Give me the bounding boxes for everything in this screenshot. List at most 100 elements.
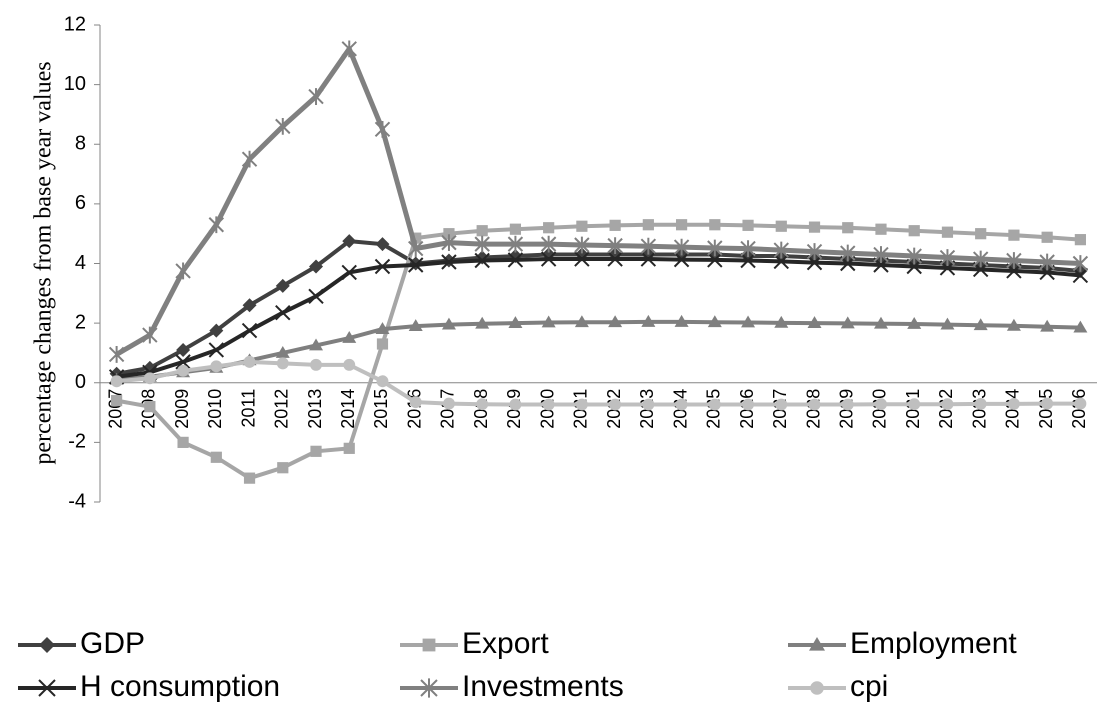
legend-label: H consumption: [80, 670, 280, 702]
x-tick-label: 2012: [272, 389, 292, 429]
marker: [210, 360, 223, 373]
marker: [142, 326, 158, 344]
marker: [540, 235, 557, 253]
marker: [674, 314, 689, 327]
y-tick-label: 8: [75, 133, 86, 155]
x-tick-label: 2009: [172, 389, 192, 429]
marker: [640, 237, 657, 255]
marker: [343, 358, 356, 371]
marker: [275, 117, 291, 135]
marker: [1072, 255, 1089, 272]
marker: [974, 397, 987, 410]
marker: [275, 304, 291, 321]
marker: [542, 398, 555, 411]
marker: [208, 216, 225, 234]
marker: [641, 314, 656, 327]
legend-item: Export: [400, 627, 549, 660]
marker: [275, 345, 290, 358]
y-tick-label: -2: [68, 431, 86, 453]
marker: [642, 219, 654, 231]
marker: [241, 322, 258, 339]
marker: [474, 252, 490, 269]
marker: [309, 259, 324, 274]
y-tick-label: 10: [64, 73, 86, 95]
marker: [707, 239, 723, 257]
marker: [242, 298, 257, 313]
marker: [576, 220, 588, 232]
legend-item: H consumption: [18, 670, 280, 702]
legend-marker: [420, 678, 438, 698]
marker: [476, 225, 488, 237]
marker: [540, 251, 557, 267]
marker: [241, 150, 258, 168]
legend-label: Export: [462, 627, 549, 660]
marker: [243, 472, 256, 484]
legend-item: Employment: [788, 627, 1017, 660]
marker: [408, 319, 423, 332]
marker: [474, 235, 490, 253]
marker: [108, 346, 125, 363]
marker: [806, 243, 823, 260]
marker: [175, 354, 191, 370]
marker: [742, 219, 754, 231]
marker: [1074, 234, 1086, 246]
marker: [507, 235, 524, 253]
marker: [907, 317, 922, 329]
marker: [475, 316, 490, 329]
marker: [342, 234, 357, 249]
marker: [276, 357, 289, 370]
marker: [144, 401, 156, 413]
legend-marker: [809, 637, 825, 651]
marker: [374, 120, 391, 138]
legend-item: cpi: [788, 670, 888, 702]
x-tick-label: 2007: [105, 389, 125, 429]
marker: [609, 219, 621, 231]
marker: [476, 398, 489, 411]
y-tick-label: 12: [64, 13, 86, 35]
marker: [941, 398, 954, 411]
marker: [374, 258, 391, 275]
marker: [740, 240, 756, 257]
y-tick-label: -4: [68, 490, 86, 512]
marker: [908, 398, 921, 411]
y-tick-label: 2: [75, 311, 86, 333]
marker: [441, 317, 456, 330]
marker: [410, 232, 422, 244]
marker: [308, 88, 324, 105]
marker: [939, 249, 956, 266]
marker: [740, 252, 756, 269]
marker: [341, 264, 357, 281]
marker: [310, 445, 322, 457]
marker: [640, 251, 657, 267]
marker: [707, 315, 722, 328]
marker: [873, 246, 889, 263]
marker: [709, 219, 721, 231]
marker: [443, 228, 455, 240]
marker: [808, 398, 821, 411]
series-line: [116, 257, 1081, 379]
marker: [441, 234, 457, 252]
marker: [842, 222, 854, 234]
marker: [309, 338, 324, 351]
legend-item: GDP: [18, 627, 145, 660]
marker: [1041, 231, 1053, 243]
marker: [940, 317, 955, 330]
x-tick-label: 2010: [205, 389, 225, 429]
marker: [176, 342, 191, 357]
marker: [773, 241, 789, 259]
marker: [1040, 319, 1055, 332]
x-tick-label: 2014: [338, 389, 358, 429]
legend-marker: [38, 679, 56, 697]
marker: [408, 240, 424, 257]
marker: [841, 398, 854, 411]
marker: [508, 316, 523, 329]
marker: [143, 372, 156, 385]
series: [111, 219, 1086, 484]
marker: [376, 338, 389, 350]
marker: [574, 315, 589, 328]
marker: [673, 251, 690, 268]
legend-marker: [810, 681, 824, 695]
marker: [541, 315, 556, 328]
series-line: [116, 319, 1081, 382]
